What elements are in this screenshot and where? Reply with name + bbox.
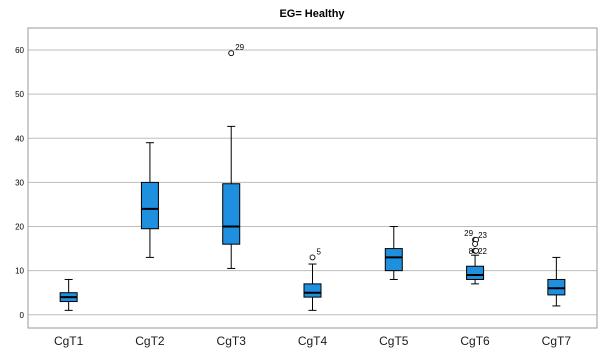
outlier-label: 29 (464, 229, 473, 238)
box-cgt4 (303, 283, 322, 298)
outlier-point (472, 241, 479, 247)
outlier-label: 5 (317, 247, 322, 256)
box-cgt3 (222, 183, 241, 245)
y-tick-label: 40 (15, 134, 24, 143)
outlier-label: 22 (478, 247, 487, 256)
outlier-label: 8 (469, 247, 474, 256)
outlier-point (473, 247, 480, 254)
box-cgt6 (466, 265, 485, 280)
x-tick-label: CgT2 (135, 334, 165, 348)
outlier-point (309, 254, 316, 261)
y-tick-label: 30 (15, 178, 24, 187)
outlier-point (228, 50, 235, 57)
x-tick-label: CgT5 (379, 334, 409, 348)
x-tick-label: CgT4 (298, 334, 328, 348)
plot-frame (27, 27, 598, 329)
chart-title: EG= Healthy (279, 8, 345, 20)
box-cgt7 (547, 278, 566, 296)
y-tick-label: 10 (15, 267, 24, 276)
x-tick-label: CgT6 (460, 334, 490, 348)
y-tick-label: 20 (15, 223, 24, 232)
x-tick-label: CgT3 (217, 334, 247, 348)
y-tick-label: 60 (15, 46, 24, 55)
y-tick-label: 50 (15, 90, 24, 99)
outlier-label: 29 (235, 43, 244, 52)
outlier-label: 23 (478, 231, 487, 240)
plot-area: 0 10 20 30 40 50 60 CgT1 CgT2 29 CgT3 5 CgT4 CgT5 29 23… (15, 27, 598, 348)
box-cgt5 (384, 248, 403, 272)
box-cgt2 (140, 181, 159, 230)
x-tick-label: CgT1 (54, 334, 84, 348)
x-tick-label: CgT7 (542, 334, 572, 348)
y-tick-label: 0 (20, 311, 25, 320)
